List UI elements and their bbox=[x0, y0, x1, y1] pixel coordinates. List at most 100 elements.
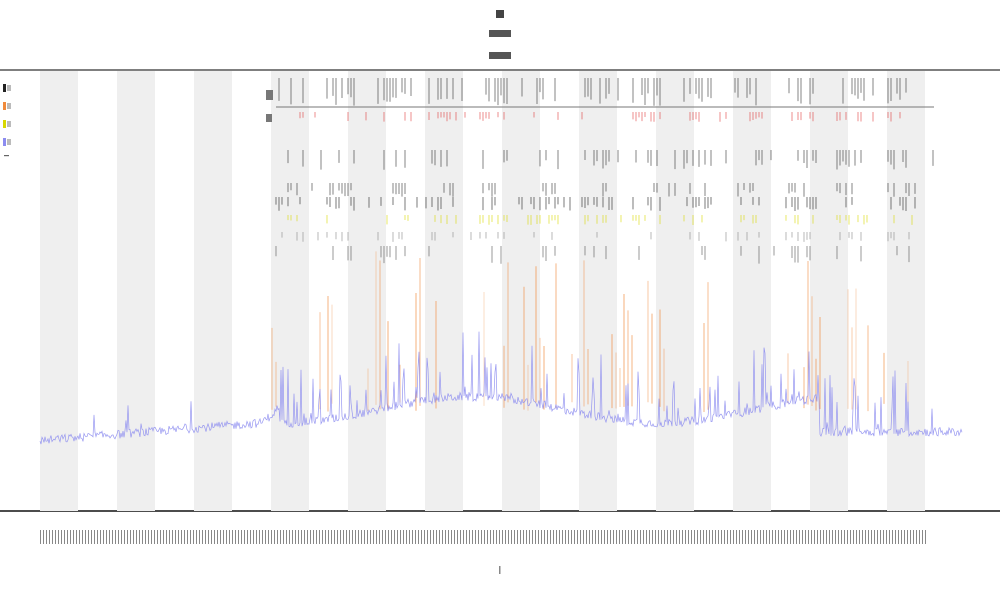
x-tick-label bbox=[211, 530, 212, 544]
x-tick-label bbox=[169, 530, 170, 544]
x-tick-label bbox=[454, 530, 455, 544]
x-tick-label bbox=[520, 530, 521, 544]
x-tick-label bbox=[907, 530, 908, 544]
x-tick-label bbox=[877, 530, 878, 544]
x-tick-label bbox=[430, 530, 431, 544]
x-tick-label bbox=[691, 530, 692, 544]
x-tick-label bbox=[334, 530, 335, 544]
legend-swatch bbox=[3, 102, 6, 110]
background-band bbox=[579, 71, 617, 511]
x-tick-label bbox=[340, 530, 341, 544]
x-tick-label bbox=[919, 530, 920, 544]
x-tick-label bbox=[526, 530, 527, 544]
x-tick-label bbox=[259, 530, 260, 544]
x-tick-label bbox=[532, 530, 533, 544]
x-tick-label bbox=[820, 530, 821, 544]
x-tick-label bbox=[703, 530, 704, 544]
x-tick-label bbox=[58, 530, 59, 544]
x-tick-label bbox=[382, 530, 383, 544]
x-tick-label bbox=[658, 530, 659, 544]
x-tick-label bbox=[73, 530, 74, 544]
x-tick-label bbox=[580, 530, 581, 544]
x-tick-label bbox=[745, 530, 746, 544]
x-tick-label bbox=[601, 530, 602, 544]
x-tick-label bbox=[733, 530, 734, 544]
x-tick-label bbox=[313, 530, 314, 544]
x-tick-label bbox=[88, 530, 89, 544]
background-bands bbox=[40, 71, 925, 511]
x-tick-label bbox=[292, 530, 293, 544]
x-tick-label bbox=[619, 530, 620, 544]
x-tick-label bbox=[127, 530, 128, 544]
x-tick-label bbox=[490, 530, 491, 544]
x-tick-label bbox=[394, 530, 395, 544]
x-tick-label bbox=[517, 530, 518, 544]
x-tick-label bbox=[325, 530, 326, 544]
x-tick-label bbox=[670, 530, 671, 544]
x-tick-label bbox=[367, 530, 368, 544]
x-tick-label bbox=[826, 530, 827, 544]
x-tick-label bbox=[190, 530, 191, 544]
x-tick-label bbox=[118, 530, 119, 544]
x-tick-label bbox=[181, 530, 182, 544]
x-tick-label bbox=[268, 530, 269, 544]
x-tick-label bbox=[763, 530, 764, 544]
x-tick-label bbox=[649, 530, 650, 544]
x-tick-label bbox=[157, 530, 158, 544]
x-tick-label bbox=[121, 530, 122, 544]
x-tick-label bbox=[64, 530, 65, 544]
x-tick-label bbox=[235, 530, 236, 544]
title-line-1 bbox=[496, 10, 504, 18]
x-tick-label bbox=[787, 530, 788, 544]
x-tick-label bbox=[397, 530, 398, 544]
x-tick-label bbox=[262, 530, 263, 544]
x-tick-label bbox=[589, 530, 590, 544]
x-tick-label bbox=[565, 530, 566, 544]
x-tick-label bbox=[706, 530, 707, 544]
x-tick-label bbox=[154, 530, 155, 544]
x-tick-label bbox=[274, 530, 275, 544]
x-tick-label bbox=[346, 530, 347, 544]
x-tick-label bbox=[559, 530, 560, 544]
x-tick-label bbox=[319, 530, 320, 544]
x-tick-label bbox=[718, 530, 719, 544]
x-tick-label bbox=[610, 530, 611, 544]
x-tick-label bbox=[280, 530, 281, 544]
legend-swatch bbox=[3, 84, 6, 92]
x-tick-label bbox=[607, 530, 608, 544]
background-band bbox=[194, 71, 232, 511]
x-tick-label bbox=[901, 530, 902, 544]
x-tick-label bbox=[301, 530, 302, 544]
x-tick-label bbox=[223, 530, 224, 544]
x-tick-label bbox=[655, 530, 656, 544]
x-tick-label bbox=[151, 530, 152, 544]
x-tick-label bbox=[502, 530, 503, 544]
x-tick-label bbox=[871, 530, 872, 544]
x-tick-label bbox=[529, 530, 530, 544]
x-tick-label bbox=[916, 530, 917, 544]
x-tick-label bbox=[187, 530, 188, 544]
x-tick-label bbox=[724, 530, 725, 544]
x-tick-label bbox=[493, 530, 494, 544]
x-tick-label bbox=[220, 530, 221, 544]
x-tick-label bbox=[100, 530, 101, 544]
x-tick-label bbox=[55, 530, 56, 544]
x-tick-label bbox=[835, 530, 836, 544]
x-tick-label bbox=[625, 530, 626, 544]
x-tick-label bbox=[538, 530, 539, 544]
x-tick-label bbox=[748, 530, 749, 544]
signal-series-line bbox=[39, 331, 963, 445]
x-tick-label bbox=[322, 530, 323, 544]
x-tick-label bbox=[448, 530, 449, 544]
x-tick-label bbox=[661, 530, 662, 544]
x-tick-label bbox=[829, 530, 830, 544]
x-tick-label bbox=[106, 530, 107, 544]
x-tick-label bbox=[421, 530, 422, 544]
x-tick-label bbox=[910, 530, 911, 544]
x-tick-label bbox=[862, 530, 863, 544]
x-tick-label bbox=[889, 530, 890, 544]
x-tick-label bbox=[814, 530, 815, 544]
x-tick-label bbox=[757, 530, 758, 544]
x-tick-label bbox=[40, 530, 41, 544]
